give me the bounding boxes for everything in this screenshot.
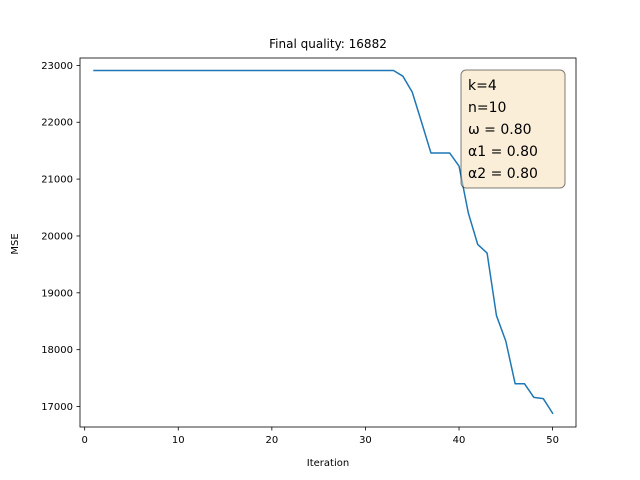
x-tick-label: 10 (172, 435, 185, 446)
series-line-0 (93, 69, 554, 415)
info-box-line: n=10 (468, 100, 506, 116)
y-tick-label: 23000 (41, 61, 73, 72)
chart-title: Final quality: 16882 (269, 37, 387, 51)
y-tick-label: 17000 (41, 402, 73, 413)
info-box-line: α2 = 0.80 (468, 166, 538, 182)
x-tick-label: 0 (81, 435, 87, 446)
y-tick-label: 19000 (41, 288, 73, 299)
axes-frame (79, 57, 577, 428)
info-box-line: ω = 0.80 (468, 122, 532, 138)
info-box-line: k=4 (468, 78, 497, 94)
y-tick-label: 18000 (41, 345, 73, 356)
y-tick-label: 20000 (41, 231, 73, 242)
x-tick-label: 40 (453, 435, 466, 446)
parameter-info-box: k=4 n=10 ω = 0.80 α1 = 0.80 α2 = 0.80 (460, 69, 566, 189)
y-axis-label: MSE (10, 233, 21, 254)
x-axis-label: Iteration (307, 458, 349, 469)
x-tick-label: 50 (546, 435, 559, 446)
plot-area: 0 10 20 30 40 50 17000 18000 19000 20000 21000 2200… (41, 57, 577, 446)
x-tick-label: 20 (265, 435, 278, 446)
x-tick-label: 30 (359, 435, 372, 446)
info-box-background (460, 69, 566, 189)
info-box-line: α1 = 0.80 (468, 144, 538, 160)
y-tick-label: 21000 (41, 175, 73, 186)
y-tick-label: 22000 (41, 118, 73, 129)
